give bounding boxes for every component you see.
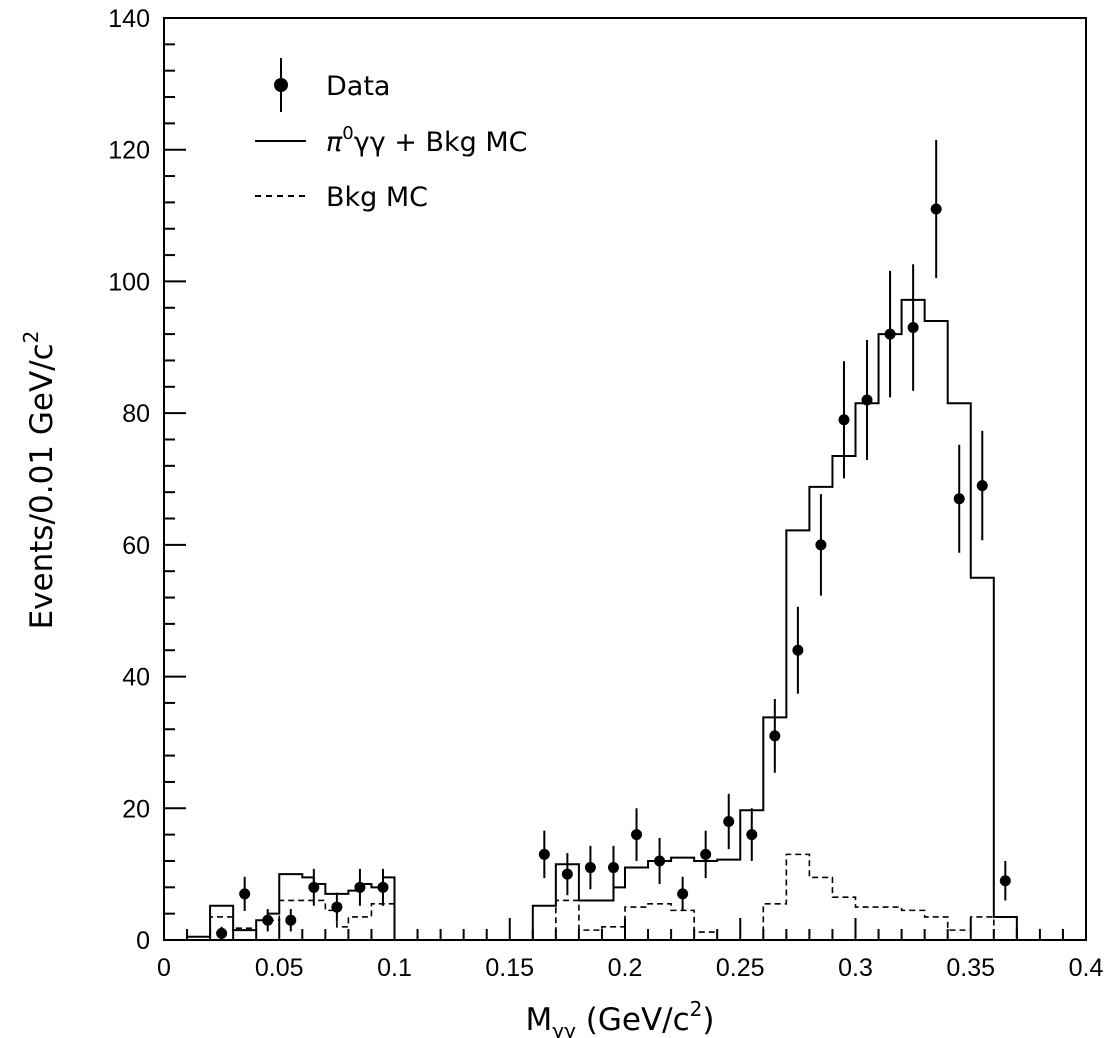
data-point-marker	[861, 394, 873, 406]
data-point	[561, 853, 573, 896]
y-tick-label: 40	[122, 664, 150, 692]
x-axis-ticks: 0 0.05 0.1 0.15 0.2 0.25 0.3 0.35 0.4	[157, 918, 1103, 982]
y-tick-label: 20	[122, 795, 150, 823]
y-tick-label: 60	[122, 532, 150, 560]
x-tick-label: 0.1	[377, 954, 412, 982]
data-point	[907, 264, 919, 391]
data-point-marker	[792, 644, 804, 656]
legend-entry-data: Data	[274, 58, 390, 112]
data-point-marker	[607, 862, 619, 874]
data-point	[930, 139, 942, 279]
legend-label-data: Data	[326, 71, 390, 102]
data-point	[262, 909, 274, 932]
y-tick-label: 0	[136, 927, 150, 955]
data-point-marker	[953, 493, 965, 505]
data-point	[999, 860, 1011, 901]
x-tick-label: 0.3	[838, 954, 873, 982]
data-point-marker	[331, 901, 343, 913]
legend-entry-bkg-mc: Bkg MC	[255, 182, 428, 213]
data-point	[723, 793, 735, 850]
data-point	[216, 926, 228, 940]
x-tick-label: 0.35	[946, 954, 995, 982]
data-point-marker	[631, 829, 643, 841]
x-tick-label: 0	[157, 954, 171, 982]
data-point	[607, 845, 619, 890]
data-point-marker	[561, 868, 573, 880]
legend-entry-signal-bkg-mc: π0γγ + Bkg MC	[255, 123, 528, 158]
data-points-layer	[216, 139, 1011, 940]
plot-area	[186, 139, 1018, 941]
y-tick-label: 120	[108, 137, 150, 165]
data-point-marker	[584, 862, 596, 874]
data-point-marker	[216, 927, 228, 939]
data-point	[285, 909, 297, 932]
data-point	[884, 270, 896, 398]
data-point-marker	[538, 848, 550, 860]
data-point	[631, 808, 643, 861]
data-point-marker	[769, 730, 781, 742]
y-tick-label: 100	[108, 268, 150, 296]
data-point-marker	[746, 829, 758, 841]
data-point	[976, 430, 988, 541]
data-point	[700, 830, 712, 879]
data-point-marker	[285, 914, 297, 926]
x-tick-label: 0.4	[1069, 954, 1104, 982]
data-point	[584, 845, 596, 890]
x-tick-label: 0.15	[485, 954, 534, 982]
data-point-marker	[999, 875, 1011, 887]
data-point-marker	[700, 848, 712, 860]
data-point-marker	[677, 888, 689, 900]
data-point-marker	[838, 414, 850, 426]
data-point-marker	[976, 480, 988, 492]
data-point-marker	[239, 888, 251, 900]
legend-label-signal-bkg-mc: π0γγ + Bkg MC	[326, 123, 528, 158]
data-point	[377, 868, 389, 906]
data-point-marker	[262, 914, 274, 926]
data-point-marker	[723, 815, 735, 827]
data-point-marker	[884, 328, 896, 340]
data-point-marker	[654, 855, 666, 867]
data-point	[654, 837, 666, 885]
data-point	[354, 868, 366, 906]
data-point	[331, 892, 343, 922]
data-point-marker	[907, 322, 919, 334]
bkg-mc-layer	[209, 853, 995, 941]
data-point	[677, 876, 689, 912]
bkg-mc-histogram	[209, 853, 995, 941]
y-axis-ticks: 0 20 40 60 80 100 120 140	[108, 5, 186, 955]
data-point	[792, 606, 804, 694]
data-point	[769, 698, 781, 773]
x-axis-title: Mγγ (GeV/c2)	[525, 997, 714, 1038]
x-tick-label: 0.05	[255, 954, 304, 982]
data-point	[746, 808, 758, 861]
y-tick-label: 140	[108, 5, 150, 33]
data-point	[815, 494, 827, 596]
data-point	[861, 340, 873, 460]
y-tick-label: 80	[122, 400, 150, 428]
legend: Data π0γγ + Bkg MC Bkg MC	[255, 58, 528, 213]
data-point	[239, 876, 251, 912]
data-point	[308, 868, 320, 906]
legend-label-bkg-mc: Bkg MC	[326, 182, 428, 213]
x-tick-label: 0.25	[716, 954, 765, 982]
data-point	[953, 444, 965, 553]
data-point-marker	[354, 881, 366, 893]
data-point-marker	[930, 203, 942, 215]
data-point-marker	[308, 881, 320, 893]
data-point	[538, 830, 550, 879]
data-point-marker	[815, 539, 827, 551]
x-tick-label: 0.2	[608, 954, 643, 982]
y-axis-title: Events/0.01 GeV/c2	[19, 331, 60, 630]
data-point	[838, 361, 850, 479]
legend-data-marker	[274, 78, 288, 92]
data-point-marker	[377, 881, 389, 893]
